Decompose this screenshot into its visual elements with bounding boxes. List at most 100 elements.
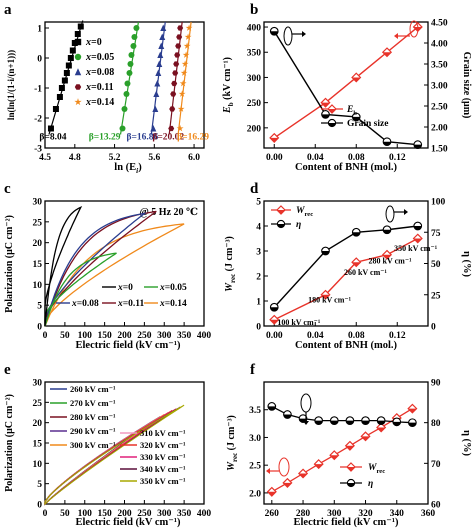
legend-label: η: [296, 220, 301, 230]
data-point-fill: [321, 294, 330, 299]
data-point: [178, 90, 186, 97]
legend-marker-fill: [328, 123, 336, 127]
data-point: [67, 55, 74, 61]
y2-tick-label: 50: [431, 260, 441, 270]
data-point-fill: [267, 491, 277, 496]
data-point: [381, 47, 393, 58]
data-point: [282, 477, 293, 488]
legend-label: Grain size: [347, 119, 388, 129]
conditions-annotation: @ 5 Hz 20 ℃: [139, 207, 198, 218]
y-axis-label-part: E: [222, 106, 233, 114]
series-W: [266, 403, 418, 497]
legend-marker-fill: [277, 210, 285, 214]
data-point-fill: [408, 422, 417, 427]
y2-axis-label-part: η (%): [461, 251, 472, 278]
data-point-fill: [330, 420, 339, 425]
y2-tick-label: 25: [431, 291, 441, 301]
data-point-fill: [314, 464, 323, 469]
y2-tick-label: 4.50: [431, 19, 448, 29]
legend-label-part: x: [85, 37, 91, 48]
legend-label: Wrec: [296, 206, 313, 218]
data-point: [155, 69, 162, 76]
data-point-fill: [361, 420, 370, 425]
x-tick-label: 100: [78, 331, 93, 341]
data-point: [152, 105, 159, 112]
y-tick-label: 250: [247, 99, 262, 109]
plot-frame: [44, 21, 205, 149]
legend-label: Eb: [346, 105, 357, 117]
fit-line: [150, 21, 166, 135]
data-point: [119, 125, 126, 132]
panel-letter: e: [4, 362, 11, 378]
x-axis-label-part: ln (E: [114, 162, 136, 173]
legend-label-part: x: [159, 283, 165, 293]
legend-label-part: W: [368, 463, 377, 473]
panel-a: 4.5 4.8 5.2 5.6 6.0 -3 -2 -1 0 1 a ln (Ei) ln(ln(1/(…: [4, 2, 209, 175]
series-x=0.14: [44, 223, 185, 327]
field-annotation: 180 kV cm⁻¹: [308, 295, 352, 304]
x-axis-label: Content of BNH (mol.): [295, 340, 398, 351]
series-x=0.08: [44, 212, 147, 327]
panel-letter: d: [250, 181, 259, 197]
plot-frame: [263, 381, 429, 505]
legend-label-part: x: [85, 97, 91, 108]
arrow-head: [404, 209, 408, 215]
y2-tick-label: 4.00: [431, 40, 448, 50]
y-tick-label: 30: [33, 198, 43, 208]
y-tick-label: 200: [247, 124, 262, 134]
legend-label-part: x: [85, 52, 91, 63]
legend-label: Wrec: [368, 463, 385, 475]
data-point: [160, 24, 167, 31]
y-axis-label: Polarization (μC cm⁻²): [4, 394, 15, 492]
data-point: [329, 450, 340, 461]
data-point: [168, 125, 175, 132]
legend-label-part: x: [71, 299, 77, 309]
legend-label-part: x: [117, 283, 123, 293]
data-point: [376, 422, 387, 433]
data-point: [267, 402, 277, 411]
data-point-fill: [413, 238, 422, 243]
data-point-fill: [352, 77, 361, 82]
series-x=0.05: β=13.29: [89, 21, 140, 143]
data-point-fill: [413, 144, 422, 149]
data-point: [174, 52, 181, 58]
data-point: [351, 112, 361, 122]
y-tick-label: -3: [34, 145, 42, 155]
legend-label-part: x: [85, 67, 91, 78]
legend-label: 310 kV cm⁻¹: [140, 428, 186, 438]
beta-label: β=8.04: [39, 133, 66, 143]
data-point-fill: [314, 420, 323, 425]
legend-label: 340 kV cm⁻¹: [140, 464, 186, 474]
arrow-head: [394, 33, 398, 39]
y-tick-label: 1: [256, 298, 261, 308]
data-point: [266, 486, 277, 497]
highlight-ellipse: [300, 393, 312, 413]
data-point-fill: [413, 226, 422, 230]
x-tick-label: 4.5: [39, 153, 51, 163]
legend-label: 320 kV cm⁻¹: [140, 440, 186, 450]
x-tick-label: 0.08: [348, 331, 365, 341]
x-tick-label: 0.00: [266, 153, 283, 163]
series-Grain size: [269, 26, 423, 149]
legend-label-part: b: [353, 110, 357, 117]
data-point: [361, 416, 370, 425]
y-tick-label: 350: [247, 49, 262, 59]
legend-marker-fill: [328, 109, 336, 113]
x-tick-label: 300: [327, 509, 342, 519]
legend: x=0x=0.05x=0.08x=0.11x=0.14: [74, 37, 114, 108]
data-point: [179, 79, 187, 87]
x-tick-label: 0: [43, 331, 48, 341]
x-tick-label: 0.04: [307, 153, 324, 163]
pe-loop: [44, 212, 147, 327]
data-point: [77, 23, 84, 30]
data-point: [313, 459, 324, 470]
highlight-ellipse: [278, 457, 290, 477]
data-point: [329, 416, 339, 425]
legend-marker: [276, 219, 286, 229]
x-tick-label: 350: [177, 331, 192, 341]
beta-label: β=16.86: [126, 133, 158, 143]
data-point: [156, 60, 163, 67]
data-point-fill: [321, 102, 330, 107]
fit-line: [119, 21, 140, 135]
data-point: [413, 140, 423, 149]
